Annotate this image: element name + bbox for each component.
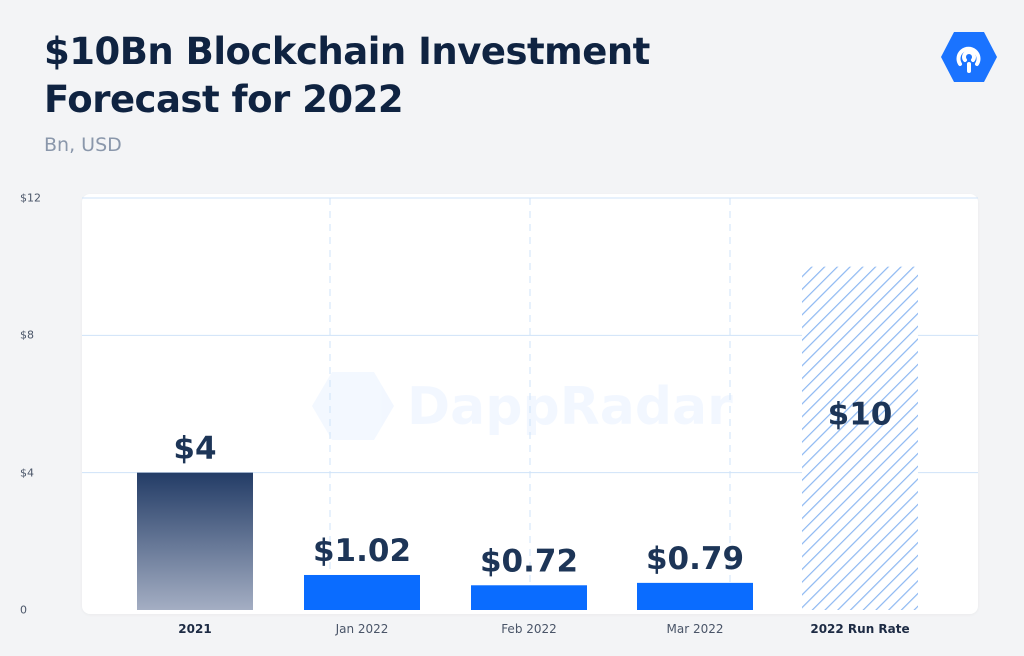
y-tick-label: 0 (20, 603, 27, 617)
chart-title-line-1: $10Bn Blockchain Investment (44, 30, 650, 73)
x-tick-label: Jan 2022 (335, 622, 389, 636)
value-label: $0.79 (646, 541, 744, 577)
y-tick-label: $12 (20, 191, 41, 205)
x-tick-label: 2021 (178, 622, 212, 636)
bar-2022-run-rate (802, 266, 918, 610)
dappradar-logo-icon (941, 32, 997, 82)
bar-2021 (137, 472, 253, 610)
x-tick-label: 2022 Run Rate (810, 622, 910, 636)
chart-title: $10Bn Blockchain Investment Forecast for… (44, 28, 650, 124)
chart-title-line-2: Forecast for 2022 (44, 78, 404, 121)
value-label: $1.02 (313, 533, 411, 569)
y-tick-label: $8 (20, 328, 34, 342)
x-tick-label: Feb 2022 (501, 622, 557, 636)
chart-subtitle: Bn, USD (44, 134, 122, 156)
bar-jan-2022 (304, 574, 420, 610)
value-label: $0.72 (480, 543, 578, 579)
y-tick-label: $4 (20, 466, 34, 480)
dappradar-watermark: DappRadar (312, 372, 733, 440)
bar-feb-2022 (471, 585, 587, 610)
value-label: $10 (828, 396, 893, 432)
chart-card: DappRadar $4 $1.02 $0.72 $0.79 $10 (82, 194, 978, 614)
svg-text:DappRadar: DappRadar (407, 377, 733, 437)
bar-mar-2022 (637, 582, 753, 610)
value-label: $4 (173, 431, 216, 467)
x-tick-label: Mar 2022 (666, 622, 724, 636)
bar-chart: DappRadar $4 $1.02 $0.72 $0.79 $10 (82, 197, 978, 610)
